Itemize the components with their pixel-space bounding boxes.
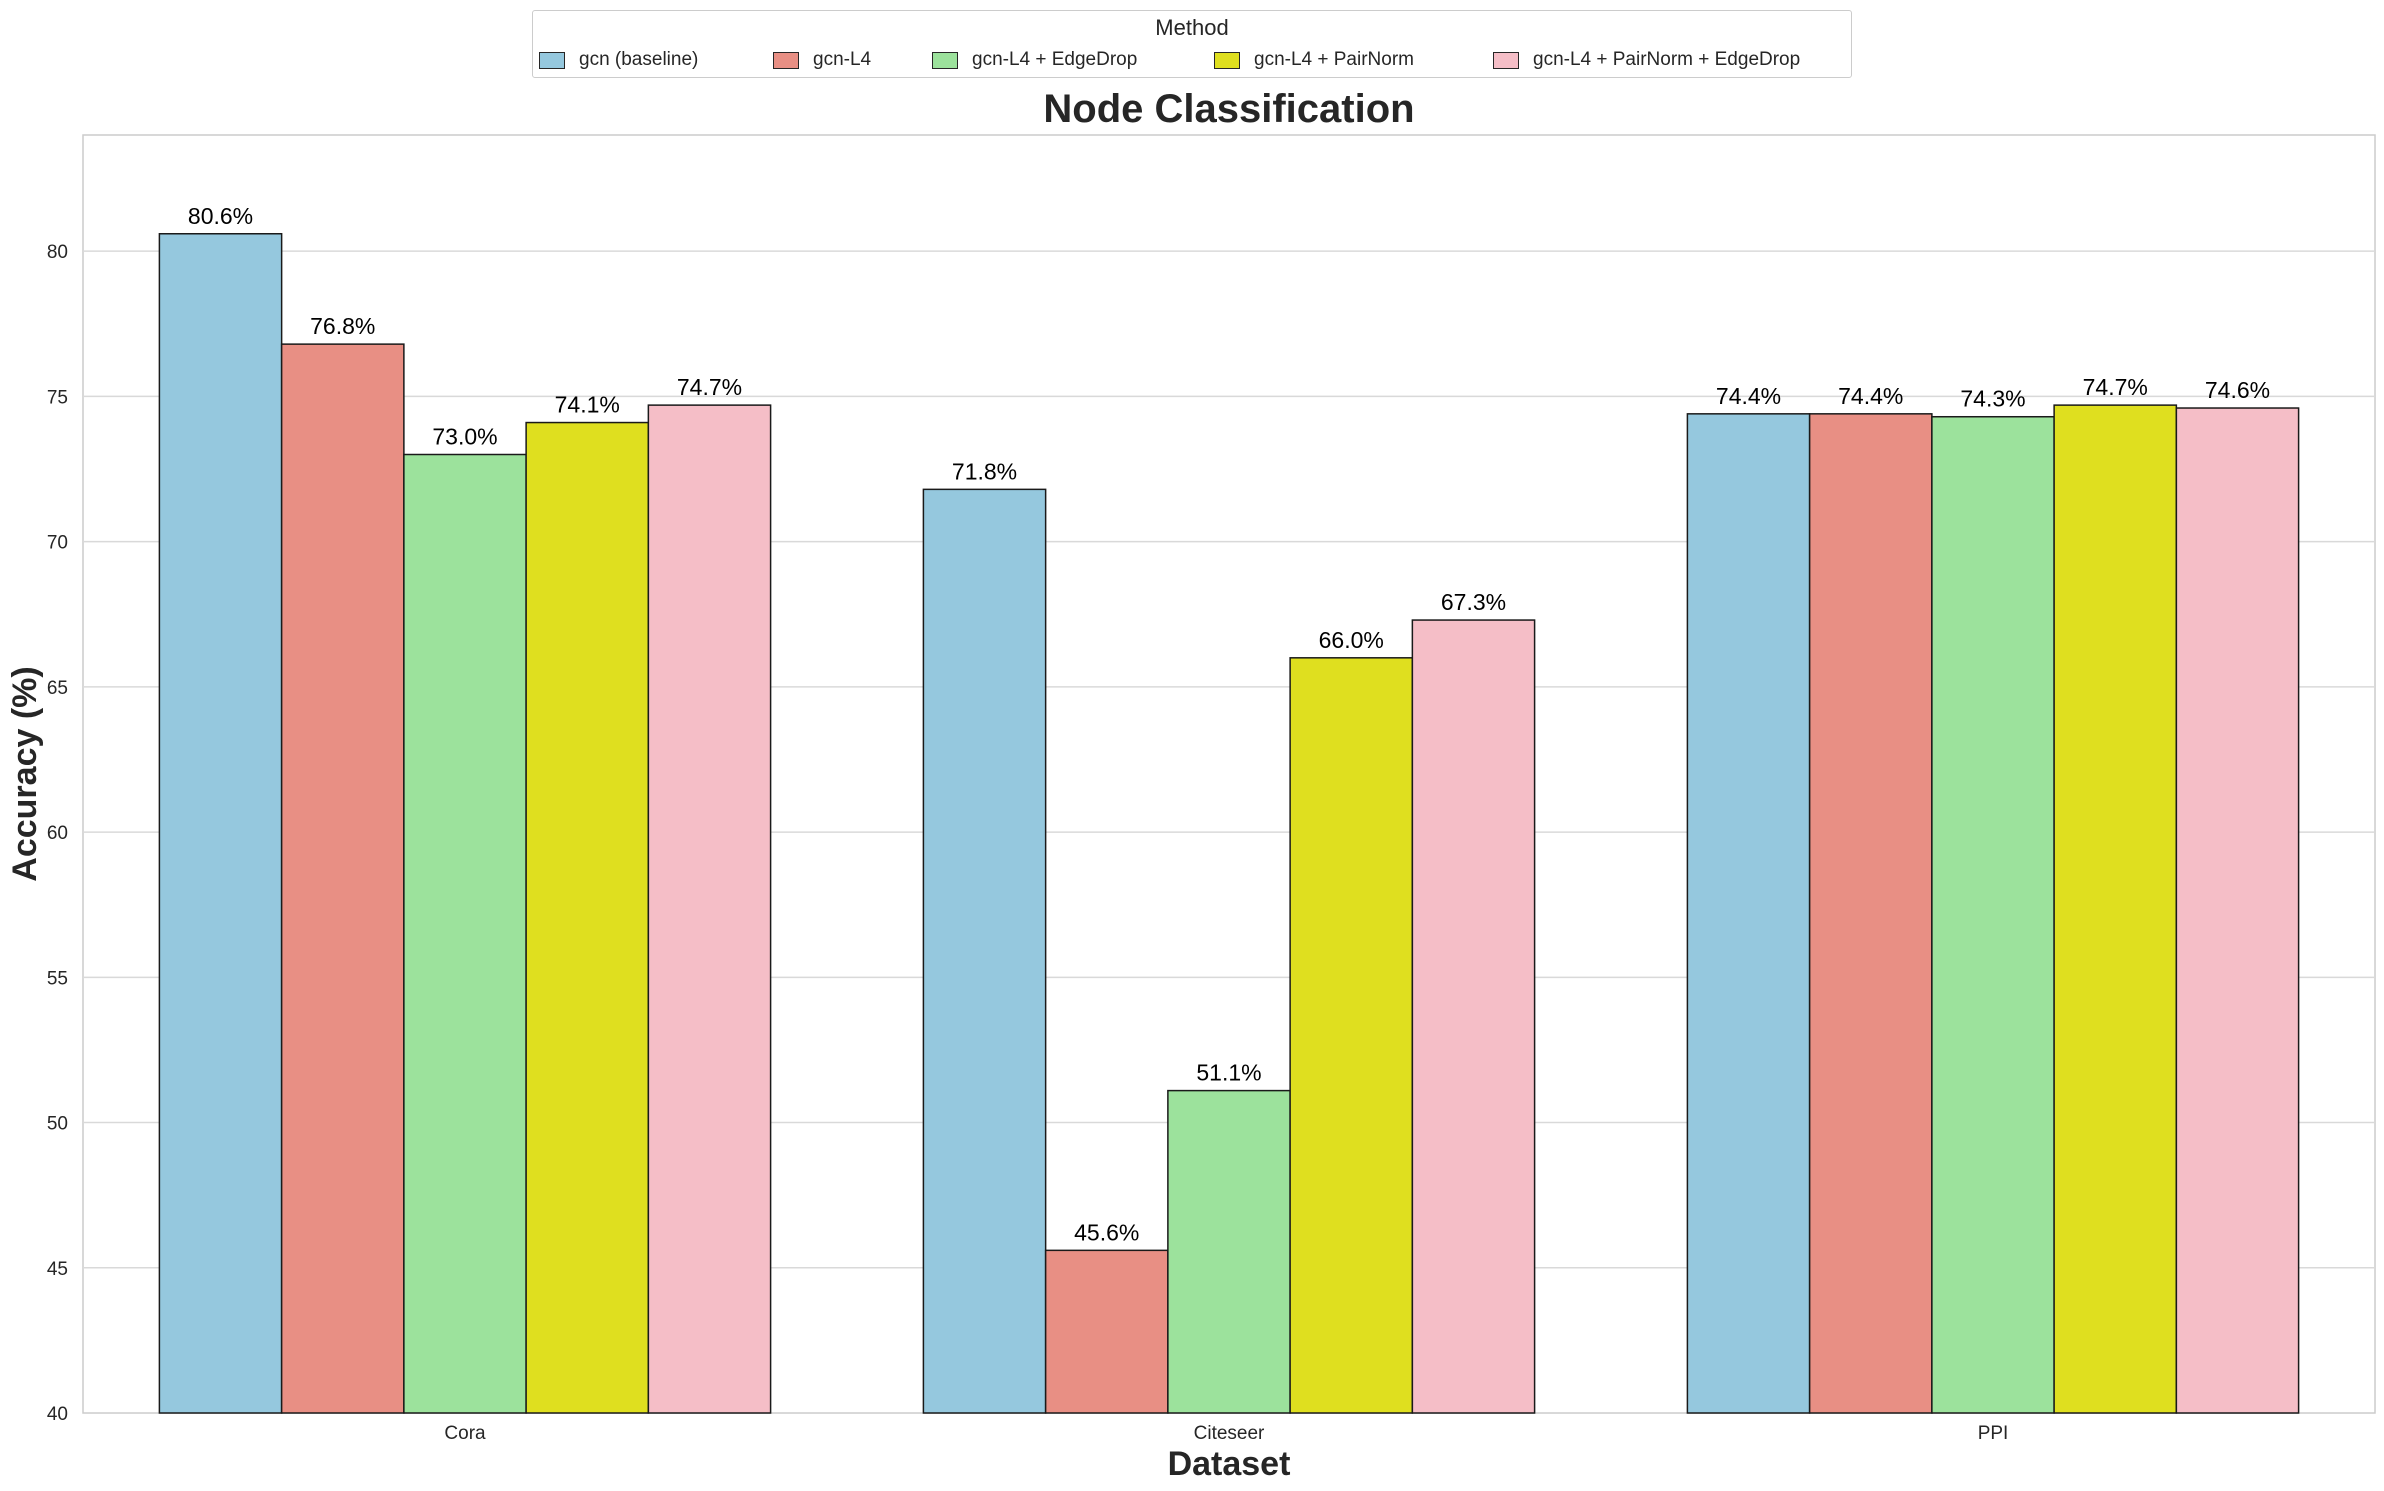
y-tick-label: 55 bbox=[47, 968, 68, 989]
bar-value-label: 74.6% bbox=[2205, 377, 2270, 403]
x-tick-label: Cora bbox=[444, 1423, 486, 1444]
legend-swatch bbox=[1214, 51, 1240, 69]
bar-value-label: 66.0% bbox=[1319, 627, 1384, 653]
legend-label: gcn-L4 bbox=[813, 49, 872, 70]
y-tick-label: 70 bbox=[47, 533, 68, 554]
bar bbox=[403, 453, 527, 1414]
x-tick-label: Citeseer bbox=[1194, 1423, 1265, 1444]
bar-value-label: 71.8% bbox=[952, 458, 1017, 484]
bar bbox=[1411, 619, 1536, 1414]
bar bbox=[922, 488, 1047, 1414]
y-tick-label: 75 bbox=[47, 387, 68, 408]
legend-label: gcn (baseline) bbox=[579, 49, 699, 70]
bar-value-label: 73.0% bbox=[432, 424, 497, 450]
legend-swatch bbox=[773, 51, 799, 69]
x-tick-labels: Cora Citeseer PPI bbox=[444, 1423, 2008, 1444]
y-tick-label: 40 bbox=[47, 1404, 68, 1425]
bar-value-label: 74.3% bbox=[1960, 386, 2025, 412]
bar bbox=[1686, 413, 1811, 1414]
bar bbox=[647, 404, 772, 1414]
bar bbox=[1289, 657, 1414, 1414]
legend-swatch bbox=[1493, 51, 1519, 69]
bar-value-label: 67.3% bbox=[1441, 589, 1506, 615]
y-tick-label: 60 bbox=[47, 823, 68, 844]
chart-legend: Method gcn (baseline) gcn-L4 gcn-L4 + Ed… bbox=[532, 10, 1852, 78]
bar-value-label: 74.4% bbox=[1716, 383, 1781, 409]
bar-value-label: 74.7% bbox=[2083, 374, 2148, 400]
bar bbox=[1167, 1089, 1291, 1414]
bar bbox=[158, 233, 283, 1414]
x-axis-label: Dataset bbox=[1168, 1445, 1291, 1483]
chart-title: Node Classification bbox=[1043, 87, 1414, 131]
bar bbox=[280, 343, 405, 1414]
bar-value-label: 51.1% bbox=[1196, 1060, 1261, 1086]
legend-item-gcn-l4-edgedrop: gcn-L4 + EdgeDrop bbox=[932, 49, 1137, 71]
bar-value-label: 80.6% bbox=[188, 203, 253, 229]
legend-swatch bbox=[539, 51, 565, 69]
legend-label: gcn-L4 + PairNorm + EdgeDrop bbox=[1533, 49, 1801, 70]
y-tick-labels: 40 45 50 55 60 65 70 75 80 bbox=[47, 242, 68, 1425]
bar-value-label: 76.8% bbox=[310, 313, 375, 339]
x-tick-label: PPI bbox=[1978, 1423, 2009, 1444]
y-axis-label: Accuracy (%) bbox=[6, 666, 44, 881]
legend-item-gcn-baseline: gcn (baseline) bbox=[539, 49, 698, 71]
legend-title: Method bbox=[1155, 15, 1229, 40]
legend-item-gcn-l4-pairnorm: gcn-L4 + PairNorm bbox=[1214, 49, 1414, 71]
bar-value-label: 74.1% bbox=[555, 392, 620, 418]
legend-swatch bbox=[932, 51, 958, 69]
legend-label: gcn-L4 + PairNorm bbox=[1254, 49, 1414, 70]
y-tick-label: 80 bbox=[47, 242, 68, 263]
bar-value-label: 74.4% bbox=[1838, 383, 1903, 409]
bar bbox=[2175, 407, 2300, 1414]
bar bbox=[1931, 415, 2055, 1414]
bar-value-label: 74.7% bbox=[677, 374, 742, 400]
bars bbox=[158, 233, 2300, 1414]
legend-label: gcn-L4 + EdgeDrop bbox=[972, 49, 1138, 70]
y-tick-label: 65 bbox=[47, 678, 68, 699]
bar-value-labels: 80.6% 76.8% 73.0% 74.1% 74.7% 71.8% 45.6% 51.1%… bbox=[188, 203, 2270, 1246]
bar bbox=[525, 421, 650, 1414]
bar bbox=[1808, 413, 1933, 1414]
y-tick-label: 45 bbox=[47, 1259, 68, 1280]
legend-item-gcn-l4-pairnorm-edgedrop: gcn-L4 + PairNorm + EdgeDrop bbox=[1493, 49, 1800, 71]
bar-value-label: 45.6% bbox=[1074, 1219, 1139, 1245]
y-tick-label: 50 bbox=[47, 1114, 68, 1135]
bar bbox=[2053, 404, 2178, 1414]
bar bbox=[1044, 1249, 1169, 1414]
legend-item-gcn-l4: gcn-L4 bbox=[773, 49, 871, 71]
